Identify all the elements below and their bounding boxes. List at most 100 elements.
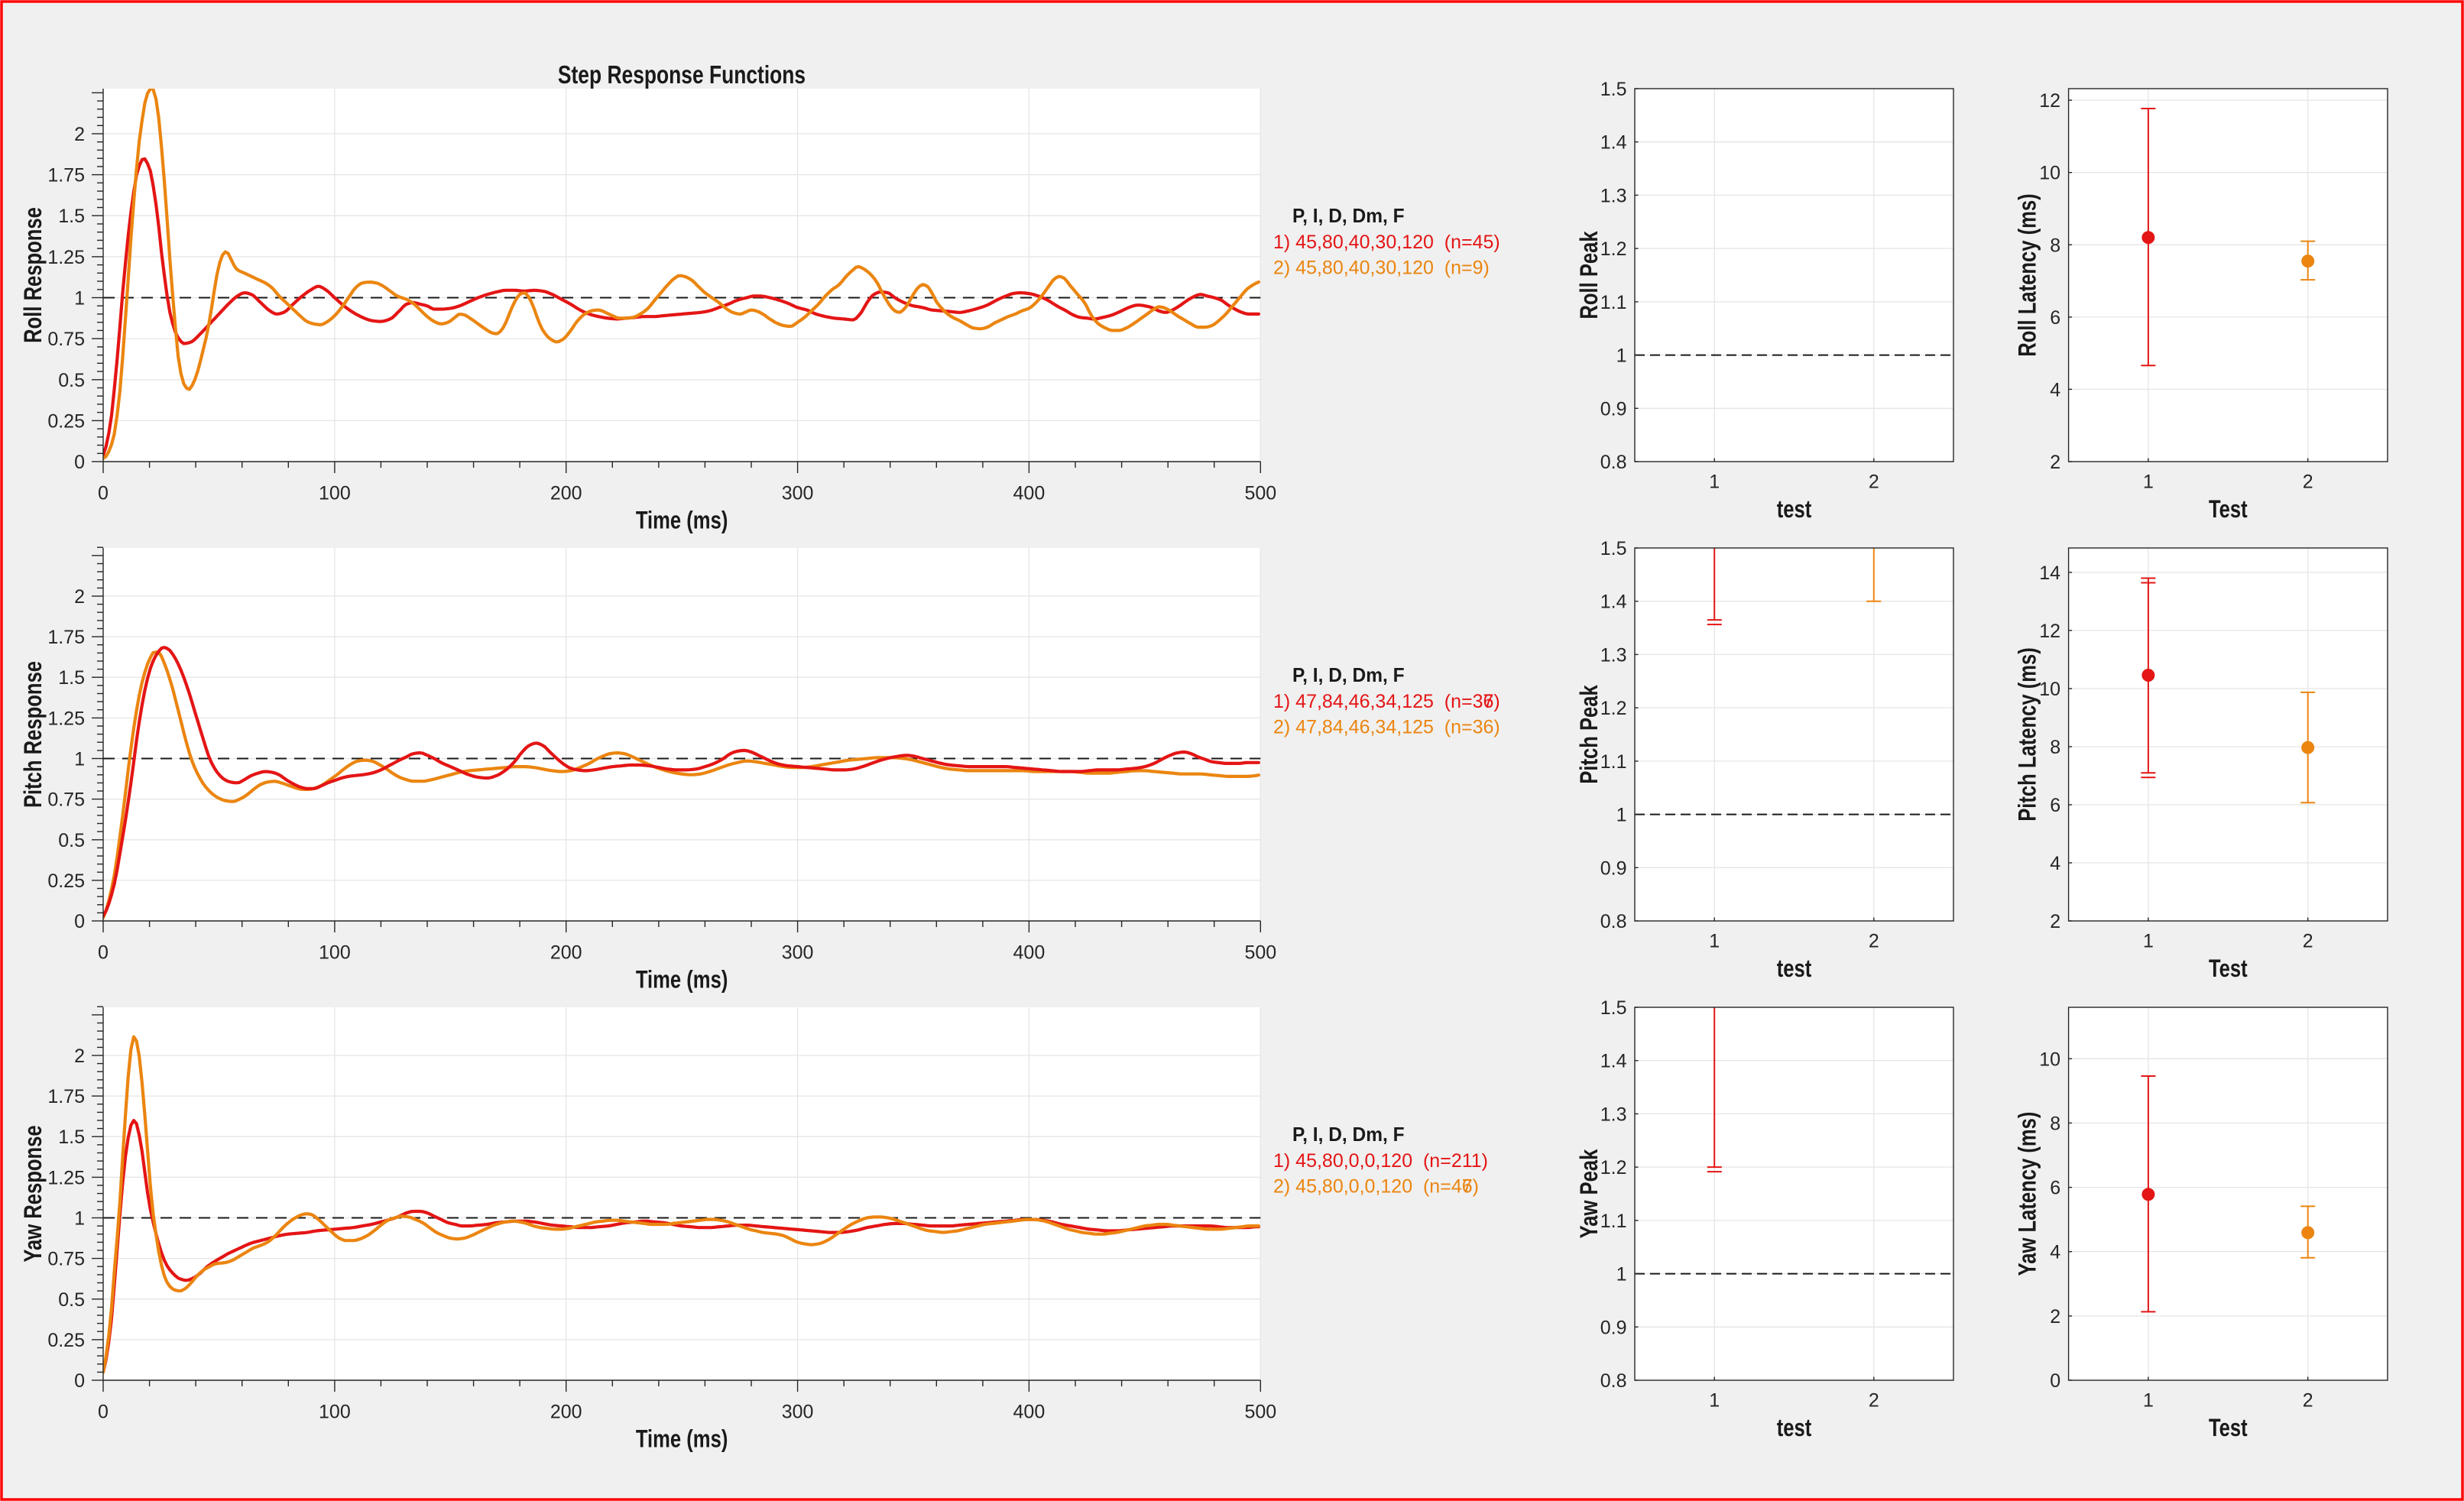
svg-text:Pitch Response: Pitch Response (19, 661, 47, 808)
svg-text:1: 1 (74, 749, 85, 770)
svg-text:0.9: 0.9 (1600, 398, 1627, 420)
svg-text:1.5: 1.5 (58, 1127, 85, 1148)
svg-text:1.2: 1.2 (1600, 698, 1627, 719)
svg-text:0: 0 (98, 942, 109, 964)
svg-text:Pitch Latency (ms): Pitch Latency (ms) (2014, 647, 2041, 822)
svg-text:1.4: 1.4 (1600, 1051, 1627, 1072)
svg-text:1: 1 (1616, 1264, 1627, 1285)
svg-text:1.25: 1.25 (47, 708, 85, 729)
svg-text:0: 0 (98, 483, 109, 504)
svg-text:2: 2 (74, 1046, 85, 1067)
svg-text:1.75: 1.75 (47, 627, 85, 648)
svg-text:0.8: 0.8 (1600, 911, 1627, 932)
svg-text:0.25: 0.25 (47, 870, 85, 892)
svg-text:1.2: 1.2 (1600, 1157, 1627, 1178)
svg-text:500: 500 (1244, 1402, 1276, 1423)
svg-text:Time (ms): Time (ms) (636, 1425, 728, 1453)
svg-text:2: 2 (2303, 931, 2313, 952)
svg-text:7: 7 (1483, 691, 1494, 712)
svg-text:4: 4 (2050, 853, 2060, 874)
svg-text:1: 1 (1709, 931, 1720, 952)
svg-text:8: 8 (2050, 235, 2060, 256)
svg-text:10: 10 (2039, 679, 2060, 700)
svg-text:2: 2 (2050, 1306, 2060, 1328)
svg-text:4: 4 (2050, 379, 2060, 400)
svg-text:500: 500 (1244, 483, 1276, 504)
svg-text:2: 2 (2050, 452, 2060, 473)
svg-text:300: 300 (782, 1402, 814, 1423)
svg-text:10: 10 (2039, 163, 2060, 184)
svg-text:500: 500 (1244, 942, 1276, 964)
svg-text:100: 100 (319, 1402, 351, 1423)
svg-text:1.3: 1.3 (1600, 185, 1627, 206)
svg-text:Roll Response: Roll Response (19, 207, 47, 343)
svg-text:0: 0 (98, 1402, 109, 1423)
svg-text:0.75: 0.75 (47, 329, 85, 350)
svg-text:1: 1 (1616, 805, 1627, 826)
svg-text:0.9: 0.9 (1600, 1317, 1627, 1338)
svg-text:Pitch Peak: Pitch Peak (1575, 685, 1603, 784)
svg-text:1.75: 1.75 (47, 165, 85, 186)
svg-text:P, I, D, Dm, F: P, I, D, Dm, F (1292, 204, 1405, 227)
svg-text:1: 1 (2143, 1390, 2154, 1412)
svg-text:6: 6 (2050, 795, 2060, 816)
svg-text:1: 1 (1616, 345, 1627, 367)
svg-text:200: 200 (550, 942, 582, 964)
svg-text:test: test (1777, 955, 1812, 982)
svg-text:100: 100 (319, 483, 351, 504)
svg-text:0: 0 (74, 1370, 85, 1392)
svg-text:12: 12 (2039, 90, 2060, 112)
svg-text:Yaw Peak: Yaw Peak (1575, 1149, 1603, 1238)
svg-text:300: 300 (782, 483, 814, 504)
svg-text:Time (ms): Time (ms) (636, 966, 728, 994)
svg-text:1.2: 1.2 (1600, 238, 1627, 260)
svg-text:0.25: 0.25 (47, 410, 85, 432)
svg-text:2: 2 (74, 586, 85, 608)
svg-text:0.5: 0.5 (58, 370, 85, 391)
svg-text:P, I, D, Dm, F: P, I, D, Dm, F (1292, 663, 1405, 686)
svg-text:1.4: 1.4 (1600, 132, 1627, 154)
svg-text:test: test (1777, 495, 1812, 523)
svg-text:1.5: 1.5 (1600, 79, 1627, 100)
svg-text:Time (ms): Time (ms) (636, 507, 728, 534)
svg-text:200: 200 (550, 483, 582, 504)
svg-text:0.5: 0.5 (58, 830, 85, 851)
svg-text:2: 2 (1869, 472, 1879, 493)
svg-text:Roll Latency (ms): Roll Latency (ms) (2014, 193, 2041, 356)
svg-text:300: 300 (782, 942, 814, 964)
svg-text:10: 10 (2039, 1049, 2060, 1070)
svg-text:0: 0 (74, 911, 85, 932)
svg-text:1) 45,80,0,0,120 (n=211): 1) 45,80,0,0,120 (n=211) (1273, 1150, 1488, 1172)
svg-text:1: 1 (74, 288, 85, 310)
svg-text:1.3: 1.3 (1600, 1104, 1627, 1125)
svg-text:1.1: 1.1 (1600, 751, 1627, 773)
svg-text:Test: Test (2209, 495, 2248, 523)
svg-text:2: 2 (2303, 472, 2313, 493)
svg-text:1.5: 1.5 (1600, 997, 1627, 1019)
svg-text:2: 2 (2050, 911, 2060, 932)
svg-text:Test: Test (2209, 1414, 2248, 1441)
svg-text:1.1: 1.1 (1600, 1211, 1627, 1232)
svg-text:P, I, D, Dm, F: P, I, D, Dm, F (1292, 1123, 1405, 1146)
svg-text:1) 47,84,46,34,125 (n=36): 1) 47,84,46,34,125 (n=36) (1273, 691, 1500, 712)
svg-text:0.8: 0.8 (1600, 452, 1627, 473)
svg-text:1.5: 1.5 (58, 667, 85, 689)
svg-text:1.25: 1.25 (47, 1167, 85, 1188)
svg-text:1: 1 (1709, 472, 1720, 493)
svg-text:0.5: 0.5 (58, 1289, 85, 1311)
svg-text:2) 45,80,0,0,120 (n=46): 2) 45,80,0,0,120 (n=46) (1273, 1176, 1479, 1198)
svg-text:2: 2 (74, 124, 85, 145)
svg-text:1: 1 (1709, 1390, 1720, 1412)
svg-text:400: 400 (1013, 942, 1046, 964)
svg-text:1.75: 1.75 (47, 1086, 85, 1107)
svg-text:0: 0 (74, 452, 85, 473)
svg-text:0: 0 (2050, 1370, 2060, 1392)
svg-text:0.25: 0.25 (47, 1330, 85, 1351)
svg-text:0.9: 0.9 (1600, 857, 1627, 879)
svg-text:12: 12 (2039, 621, 2060, 642)
svg-text:14: 14 (2039, 562, 2060, 584)
svg-text:Yaw Latency (ms): Yaw Latency (ms) (2014, 1112, 2041, 1276)
svg-text:0.75: 0.75 (47, 789, 85, 811)
svg-text:1.1: 1.1 (1600, 292, 1627, 313)
svg-text:1) 45,80,40,30,120 (n=45): 1) 45,80,40,30,120 (n=45) (1273, 232, 1500, 253)
